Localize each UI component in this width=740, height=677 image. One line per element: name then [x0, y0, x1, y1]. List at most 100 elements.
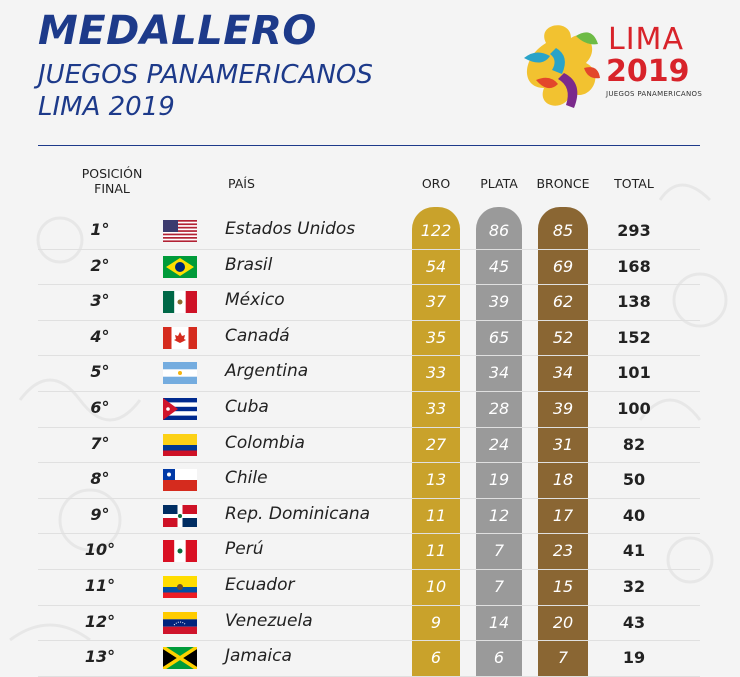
- header-divider: [38, 145, 700, 146]
- flag-argentina-icon: [163, 362, 197, 384]
- logo-text-year: 2019: [606, 54, 690, 89]
- row-total: 19: [606, 648, 662, 667]
- row-country: Ecuador: [225, 575, 294, 595]
- row-silver: 7: [476, 577, 522, 596]
- row-total: 40: [606, 506, 662, 525]
- row-total: 32: [606, 577, 662, 596]
- column-header-total: TOTAL: [606, 176, 662, 191]
- row-position: 4°: [60, 327, 140, 346]
- row-country: Chile: [225, 468, 268, 488]
- row-position: 8°: [60, 469, 140, 488]
- row-position: 13°: [60, 647, 140, 666]
- row-gold: 54: [412, 257, 460, 276]
- row-bronze: 31: [538, 435, 588, 454]
- flag-dominican-icon: [163, 505, 197, 527]
- flag-chile-icon: [163, 469, 197, 491]
- row-silver: 65: [476, 328, 522, 347]
- row-total: 50: [606, 470, 662, 489]
- column-header-position: POSICIÓN FINAL: [68, 166, 156, 196]
- row-total: 100: [606, 399, 662, 418]
- row-gold: 122: [412, 221, 460, 240]
- row-gold: 33: [412, 399, 460, 418]
- row-silver: 45: [476, 257, 522, 276]
- row-total: 101: [606, 363, 662, 382]
- flag-usa-icon: [163, 220, 197, 242]
- row-country: Argentina: [225, 361, 308, 381]
- table-row: 6° Cuba 33 28 39 100: [0, 392, 740, 427]
- row-country: Colombia: [225, 433, 305, 453]
- table-row: 9° Rep. Dominicana 11 12 17 40: [0, 499, 740, 534]
- table-row: 4° Canadá 35 65 52 152: [0, 321, 740, 356]
- table-row: 12° Venezuela 9 14 20 43: [0, 606, 740, 641]
- row-silver: 86: [476, 221, 522, 240]
- table-row: 3° México 37 39 62 138: [0, 285, 740, 320]
- row-silver: 14: [476, 613, 522, 632]
- row-gold: 33: [412, 363, 460, 382]
- column-header-gold: ORO: [412, 176, 460, 191]
- flag-cuba-icon: [163, 398, 197, 420]
- row-bronze: 85: [538, 221, 588, 240]
- row-country: Venezuela: [225, 611, 313, 631]
- logo-text-lima: LIMA: [608, 22, 684, 57]
- row-total: 293: [606, 221, 662, 240]
- table-row: 10° Perú 11 7 23 41: [0, 534, 740, 569]
- row-gold: 6: [412, 648, 460, 667]
- row-silver: 28: [476, 399, 522, 418]
- table-row: 8° Chile 13 19 18 50: [0, 463, 740, 498]
- row-position: 6°: [60, 398, 140, 417]
- row-country: Brasil: [225, 255, 272, 275]
- row-position: 7°: [60, 434, 140, 453]
- row-total: 41: [606, 541, 662, 560]
- column-header-country: PAÍS: [228, 176, 255, 191]
- row-position: 11°: [60, 576, 140, 595]
- row-gold: 35: [412, 328, 460, 347]
- logo-text-games: JUEGOS PANAMERICANOS: [606, 90, 702, 98]
- row-silver: 24: [476, 435, 522, 454]
- table-row: 7° Colombia 27 24 31 82: [0, 428, 740, 463]
- flag-colombia-icon: [163, 434, 197, 456]
- table-row: 11° Ecuador 10 7 15 32: [0, 570, 740, 605]
- table-row: 1° Estados Unidos 122 86 85 293: [0, 214, 740, 249]
- row-silver: 19: [476, 470, 522, 489]
- row-bronze: 39: [538, 399, 588, 418]
- row-silver: 34: [476, 363, 522, 382]
- row-silver: 39: [476, 292, 522, 311]
- row-total: 138: [606, 292, 662, 311]
- flag-canada-icon: [163, 327, 197, 349]
- row-gold: 37: [412, 292, 460, 311]
- row-silver: 12: [476, 506, 522, 525]
- row-country: Canadá: [225, 326, 290, 346]
- page-title: MEDALLERO: [38, 8, 317, 54]
- row-bronze: 18: [538, 470, 588, 489]
- row-position: 12°: [60, 612, 140, 631]
- column-header-bronze: BRONCE: [528, 176, 598, 191]
- row-position: 10°: [60, 540, 140, 559]
- row-position: 2°: [60, 256, 140, 275]
- column-header-position-sub: FINAL: [68, 181, 156, 196]
- row-position: 1°: [60, 220, 140, 239]
- row-silver: 6: [476, 648, 522, 667]
- row-position: 9°: [60, 505, 140, 524]
- row-bronze: 52: [538, 328, 588, 347]
- flag-jamaica-icon: [163, 647, 197, 669]
- row-country: Cuba: [225, 397, 269, 417]
- row-gold: 10: [412, 577, 460, 596]
- row-bronze: 62: [538, 292, 588, 311]
- row-bronze: 34: [538, 363, 588, 382]
- row-bronze: 69: [538, 257, 588, 276]
- table-row: 2° Brasil 54 45 69 168: [0, 250, 740, 285]
- row-country: Estados Unidos: [225, 219, 355, 239]
- flag-peru-icon: [163, 540, 197, 562]
- row-total: 168: [606, 257, 662, 276]
- flag-brazil-icon: [163, 256, 197, 278]
- table-row: 13° Jamaica 6 6 7 19: [0, 641, 740, 676]
- row-gold: 11: [412, 506, 460, 525]
- row-bronze: 15: [538, 577, 588, 596]
- row-bronze: 7: [538, 648, 588, 667]
- page-subtitle-event: JUEGOS PANAMERICANOS: [38, 60, 373, 90]
- row-country: Rep. Dominicana: [225, 504, 370, 524]
- row-total: 152: [606, 328, 662, 347]
- row-position: 5°: [60, 362, 140, 381]
- row-gold: 27: [412, 435, 460, 454]
- row-country: México: [225, 290, 285, 310]
